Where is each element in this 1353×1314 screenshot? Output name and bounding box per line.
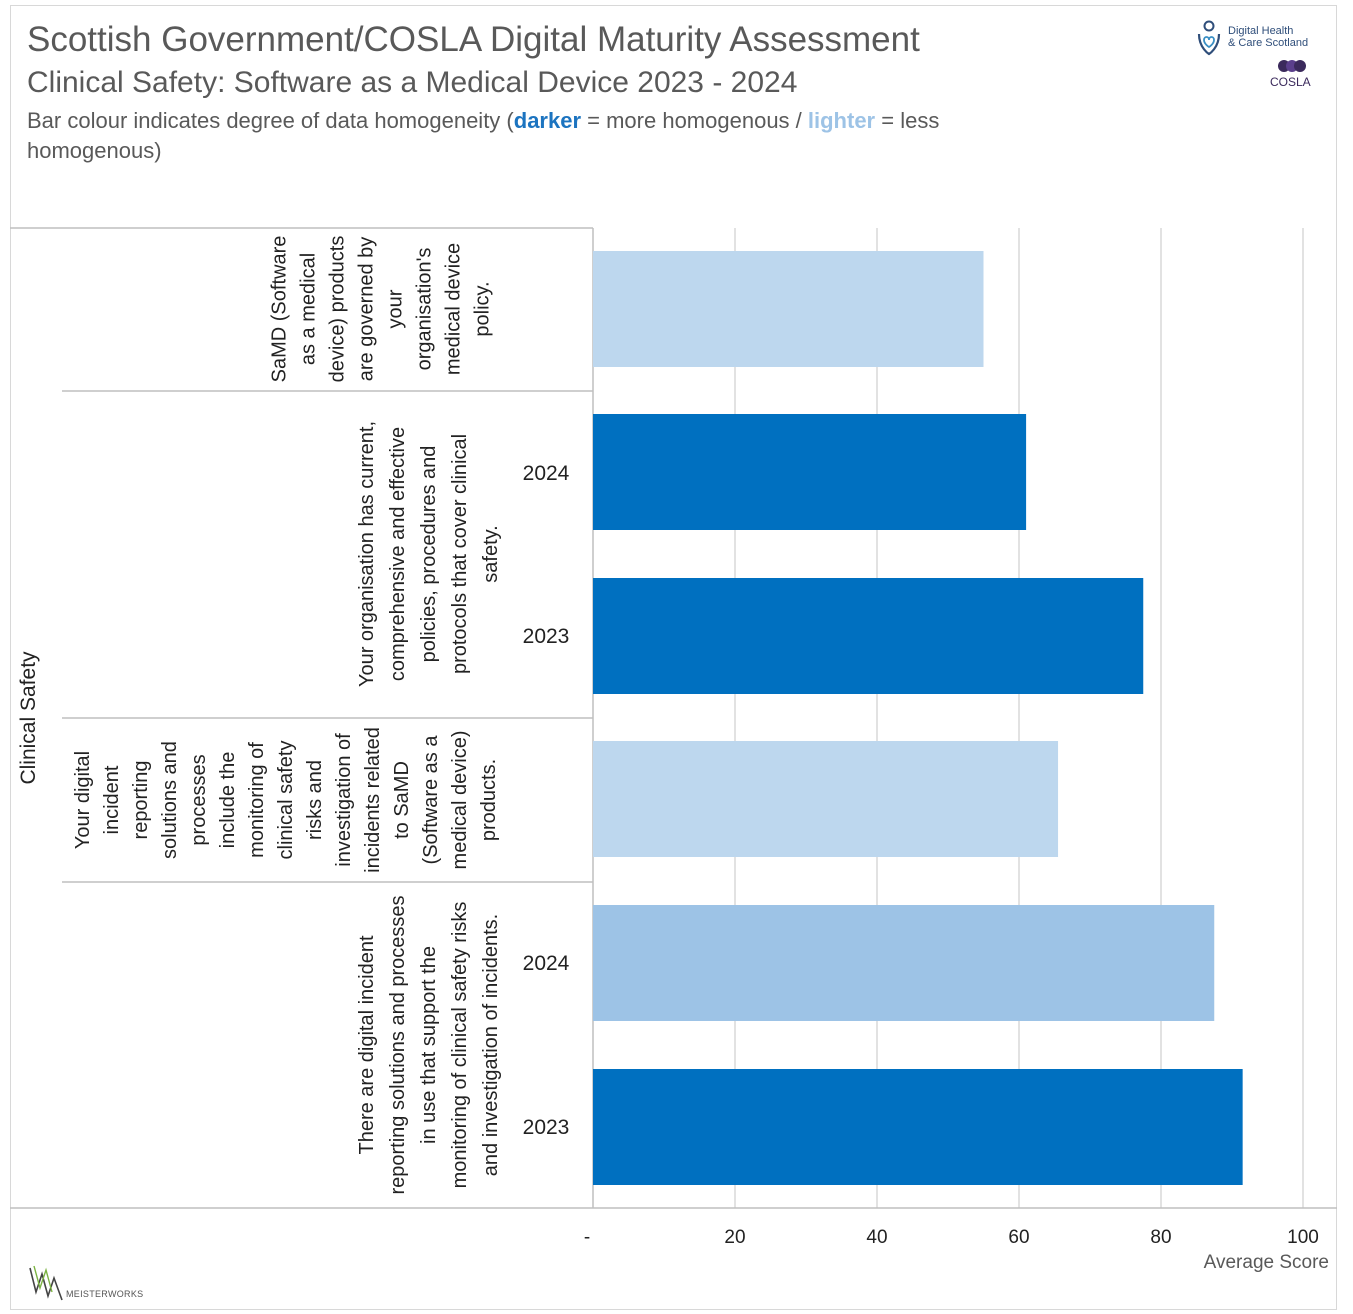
question-label-line: SaMD (Software	[269, 236, 291, 383]
question-label: Your organisation has current, comprehens…	[356, 421, 502, 687]
year-label: 2024	[523, 462, 570, 485]
x-axis-label: Average Score	[1204, 1252, 1329, 1273]
x-tick-label: -	[584, 1227, 590, 1248]
cosla-label: COSLA	[1270, 75, 1311, 89]
digital-health-care-scotland-logo: Digital Health & Care Scotland	[1195, 20, 1325, 60]
question-label-line: (Software as a	[420, 735, 442, 865]
meisterworks-label: MEISTERWORKS	[66, 1289, 144, 1299]
bar	[593, 741, 1059, 857]
question-label-line: processes	[188, 754, 210, 845]
category-group-label: Clinical Safety	[17, 651, 40, 785]
bar	[593, 251, 984, 367]
question-label: Your digital incident reporting solutions a…	[72, 727, 500, 873]
question-label-line: are governed by	[356, 237, 378, 382]
question-label-line: your	[385, 289, 407, 328]
year-label: 2024	[523, 952, 570, 975]
note-prefix: Bar colour indicates degree of data homo…	[27, 108, 514, 133]
question-label-line: medical device	[443, 243, 465, 375]
question-label-line: risks and	[304, 760, 326, 840]
question-label-line: incidents related	[362, 727, 384, 873]
question-label-line: There are digital incident	[356, 935, 378, 1154]
question-label-line: medical device)	[449, 731, 471, 870]
dhcs-line1: Digital Health	[1228, 25, 1294, 37]
question-label-line: policies, procedures and	[418, 446, 440, 663]
labels: - 20 40 60 80 100 Average Score Clinical Safety…	[17, 236, 1329, 1273]
dhcs-line2: & Care Scotland	[1228, 37, 1309, 49]
question-label-line: protocols that cover clinical	[449, 434, 471, 674]
x-tick-label: 40	[866, 1227, 887, 1248]
question-label-line: as a medical	[298, 253, 320, 365]
note-darker: darker	[513, 108, 582, 133]
colour-legend-note: Bar colour indicates degree of data homo…	[27, 106, 1027, 166]
cosla-logo: COSLA	[1262, 58, 1322, 92]
dhcs-logo-icon	[1197, 20, 1221, 56]
x-tick-label: 20	[724, 1227, 745, 1248]
x-tick-label: 80	[1150, 1227, 1171, 1248]
meisterworks-logo: MEISTERWORKS	[28, 1262, 158, 1304]
question-label-line: and investigation of incidents.	[480, 914, 502, 1176]
note-mid: = more homogenous /	[581, 108, 808, 133]
note-suffix: = less homogenous)	[27, 108, 940, 163]
bar	[593, 414, 1027, 530]
question-label-line: organisation's	[414, 248, 436, 371]
cosla-dots-icon	[1278, 60, 1306, 72]
year-label: 2023	[523, 625, 570, 648]
question-label-line: reporting solutions and processes	[387, 895, 409, 1194]
category-table	[10, 227, 1337, 1209]
question-label-line: policy.	[472, 281, 494, 336]
question-label-line: comprehensive and effective	[387, 427, 409, 681]
question-label-line: solutions and	[159, 741, 181, 859]
question-label-line: device) products	[327, 236, 349, 383]
bar	[593, 1069, 1243, 1185]
year-label: 2023	[523, 1116, 570, 1139]
question-label-line: monitoring of	[246, 742, 268, 858]
x-tick-label: 60	[1008, 1227, 1029, 1248]
question-label-line: Your organisation has current,	[356, 421, 378, 687]
question-label-line: products.	[478, 759, 500, 841]
question-label-line: investigation of	[333, 733, 355, 867]
note-lighter: lighter	[807, 108, 876, 133]
question-label-line: include the	[217, 752, 239, 849]
chart-frame	[10, 5, 1337, 1310]
page-title: Scottish Government/COSLA Digital Maturi…	[27, 20, 920, 59]
x-tick-label: 100	[1287, 1227, 1319, 1248]
question-label: There are digital incident reporting solu…	[356, 895, 502, 1194]
question-label-line: monitoring of clinical safety risks	[449, 902, 471, 1189]
question-label: SaMD (Software as a medical device) produc…	[269, 236, 494, 383]
question-label-line: reporting	[130, 761, 152, 840]
bar	[593, 905, 1215, 1021]
bars	[593, 251, 1243, 1185]
question-label-line: incident	[101, 765, 123, 834]
grid-layer	[734, 228, 1304, 1208]
question-label-line: in use that support the	[418, 946, 440, 1144]
question-label-line: safety.	[480, 525, 502, 582]
page-subtitle: Clinical Safety: Software as a Medical D…	[27, 66, 798, 99]
meisterworks-logo-icon	[29, 1265, 63, 1301]
bar	[593, 578, 1144, 694]
question-label-line: Your digital	[72, 751, 94, 849]
question-label-line: clinical safety	[275, 741, 297, 860]
question-label-line: to SaMD	[391, 761, 413, 839]
